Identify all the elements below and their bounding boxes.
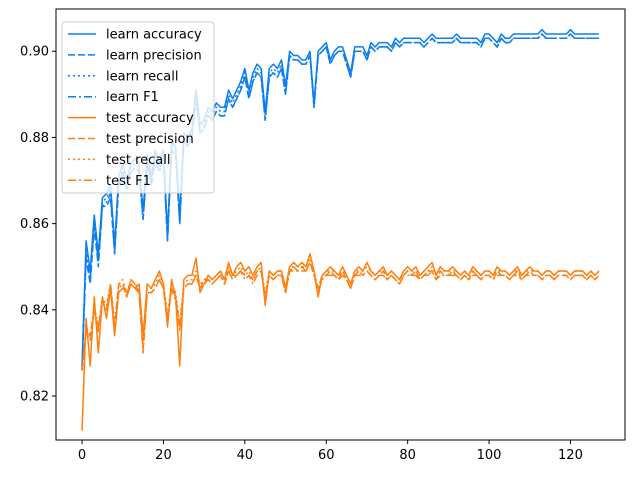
legend: learn accuracy learn precision learn recal… bbox=[61, 21, 215, 194]
series-line-test-f1 bbox=[81, 261, 600, 371]
x-tick-label: 120 bbox=[558, 448, 583, 463]
y-tick-label: 0.82 bbox=[20, 390, 49, 405]
x-tick-label: 60 bbox=[318, 448, 335, 463]
legend-box bbox=[61, 21, 215, 194]
y-tick-label: 0.84 bbox=[20, 303, 49, 318]
legend-label-learn-accuracy: learn accuracy bbox=[106, 28, 202, 43]
x-tick-label: 40 bbox=[237, 448, 254, 463]
series-layer bbox=[81, 28, 600, 431]
legend-label-test-precision: test precision bbox=[106, 132, 194, 147]
legend-label-learn-recall: learn recall bbox=[106, 69, 178, 84]
y-tick-label: 0.86 bbox=[20, 217, 49, 232]
legend-label-test-recall: test recall bbox=[106, 153, 171, 168]
plot-frame bbox=[55, 8, 626, 441]
y-axis: 0.82 0.84 0.86 0.88 0.90 bbox=[20, 45, 56, 405]
legend-label-learn-precision: learn precision bbox=[106, 48, 202, 63]
x-axis: 0 20 40 60 80 100 120 bbox=[78, 440, 583, 463]
x-tick-label: 100 bbox=[477, 448, 502, 463]
legend-label-learn-f1: learn F1 bbox=[106, 90, 159, 105]
y-tick-label: 0.90 bbox=[20, 45, 49, 60]
series-line-learn-f1 bbox=[81, 33, 599, 371]
legend-label-test-f1: test F1 bbox=[106, 174, 151, 189]
x-tick-label: 20 bbox=[155, 448, 172, 463]
series-line-test-precision bbox=[81, 261, 600, 371]
series-line-test-recall bbox=[81, 257, 600, 371]
x-tick-label: 80 bbox=[399, 448, 416, 463]
x-tick-label: 0 bbox=[78, 448, 86, 463]
legend-label-test-accuracy: test accuracy bbox=[106, 111, 194, 126]
y-tick-label: 0.88 bbox=[20, 131, 49, 146]
